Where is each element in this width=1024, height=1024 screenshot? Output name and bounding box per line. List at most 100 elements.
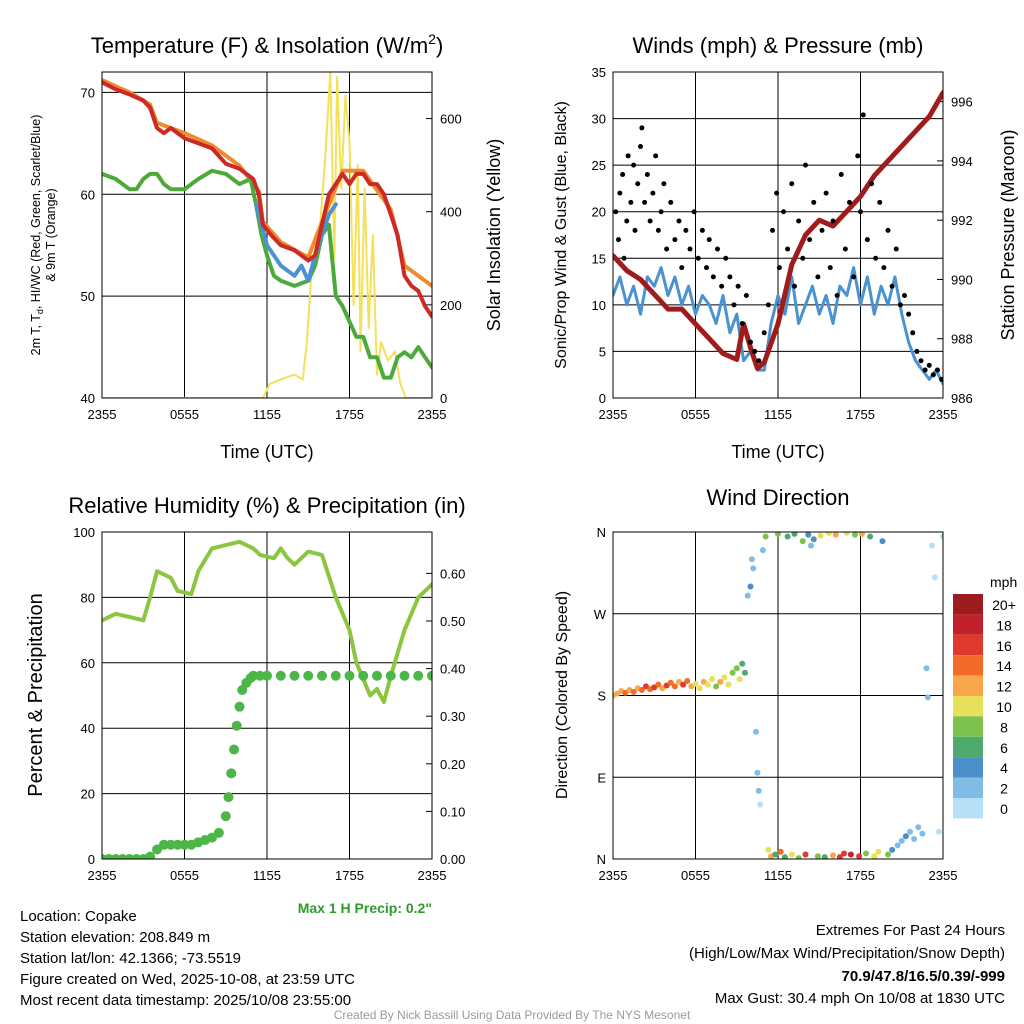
wind-direction-point bbox=[788, 851, 795, 858]
temperature-y-tick-label: 70 bbox=[81, 85, 95, 100]
humidity-plot: 2355 0555 1155 1755 23550204060801000.000.10… bbox=[73, 525, 465, 883]
humidity-y-tick-label: 20 bbox=[81, 787, 95, 802]
wind-direction-data bbox=[613, 532, 943, 859]
humidity-panel-title: Relative Humidity (%) & Precipitation (i… bbox=[68, 493, 465, 518]
speed-colorbar: 20+ 18 16 14 12 10 8 6 4 2 0 bbox=[953, 594, 1016, 819]
gust-point bbox=[761, 330, 767, 336]
gust-point bbox=[803, 162, 808, 168]
temperature-data bbox=[102, 72, 432, 398]
wind-direction-point bbox=[725, 681, 732, 688]
winds-x-tick-label: 0555 bbox=[681, 407, 710, 422]
wind-direction-point bbox=[821, 854, 828, 859]
wind-direction-point bbox=[814, 853, 821, 859]
wind-direction-x-tick-label: 2355 bbox=[599, 868, 628, 883]
winds-y-tick-label: 25 bbox=[592, 158, 606, 173]
gust-point bbox=[800, 255, 806, 261]
precipitation-point bbox=[255, 670, 266, 681]
wind-direction-y-tick-label: N bbox=[597, 852, 606, 867]
humidity-y-axis-label: Percent & Precipitation bbox=[25, 593, 47, 796]
wind-direction-point bbox=[747, 583, 754, 590]
colorbar-label: 14 bbox=[996, 658, 1012, 674]
wind-direction-point bbox=[755, 787, 762, 794]
direction-y-axis-label: Direction (Colored By Speed) bbox=[554, 591, 571, 799]
gust-point bbox=[647, 218, 653, 224]
wind-direction-point bbox=[924, 694, 931, 701]
gust-point bbox=[893, 246, 899, 252]
gust-point bbox=[625, 153, 631, 159]
gust-point bbox=[922, 367, 928, 373]
winds-x-tick-label: 2355 bbox=[599, 407, 628, 422]
gust-point bbox=[661, 181, 667, 187]
precipitation-point bbox=[303, 670, 314, 681]
wind-direction-point bbox=[935, 828, 942, 835]
colorbar-swatch bbox=[953, 757, 983, 778]
gust-point bbox=[658, 209, 664, 215]
gust-point bbox=[676, 218, 682, 224]
wind-direction-point bbox=[753, 728, 759, 735]
wind-direction-point bbox=[777, 848, 784, 855]
gust-point bbox=[873, 255, 879, 261]
humidity-y2-tick-label: 0.10 bbox=[440, 804, 465, 819]
gust-point bbox=[628, 199, 634, 205]
humidity-y2-tick-label: 0.20 bbox=[440, 757, 465, 772]
precipitation-point bbox=[158, 839, 169, 850]
gust-point bbox=[723, 255, 729, 261]
gust-point bbox=[704, 265, 709, 271]
gust-point bbox=[902, 293, 907, 299]
wind-direction-point bbox=[692, 680, 699, 687]
temperature-y2-tick-label: 0 bbox=[440, 391, 447, 406]
temperature-frame bbox=[101, 71, 433, 399]
wind-direction-point bbox=[655, 681, 662, 688]
insolation-y-axis-label: Solar Insolation (Yellow) bbox=[484, 139, 504, 331]
gust-point bbox=[889, 283, 895, 289]
temperature-x-tick-label: 2355 bbox=[88, 407, 117, 422]
gust-point bbox=[770, 227, 775, 233]
gust-point bbox=[731, 302, 737, 308]
gust-point bbox=[834, 293, 840, 299]
temperature-y-tick-label: 50 bbox=[81, 289, 95, 304]
gust-point bbox=[935, 367, 940, 373]
created-text: Figure created on Wed, 2025-10-08, at 23… bbox=[20, 971, 355, 988]
wind-direction-point bbox=[832, 532, 839, 538]
sonic-prop-wind-line bbox=[613, 266, 943, 386]
gust-point bbox=[939, 376, 943, 382]
gust-point bbox=[650, 190, 656, 196]
gust-point bbox=[885, 227, 891, 233]
precipitation-point bbox=[399, 670, 410, 681]
wind-direction-point bbox=[729, 669, 736, 676]
gust-point bbox=[706, 237, 712, 243]
gust-point bbox=[847, 199, 852, 205]
gust-point bbox=[881, 265, 887, 271]
temperature-y-axis-label-line2: & 9m T (Orange) bbox=[44, 188, 58, 281]
wind-direction-point bbox=[733, 665, 740, 672]
gust-point bbox=[785, 246, 791, 252]
gust-point bbox=[664, 246, 670, 252]
gust-point bbox=[930, 372, 936, 378]
wind-direction-point bbox=[802, 851, 809, 858]
wind-direction-point bbox=[863, 850, 869, 857]
winds-y-tick-label: 20 bbox=[592, 205, 606, 220]
wind-direction-point bbox=[680, 681, 687, 688]
gust-point bbox=[851, 274, 857, 280]
gust-point bbox=[635, 181, 641, 187]
wind-direction-point bbox=[717, 678, 724, 685]
gust-point bbox=[715, 246, 720, 252]
gust-point bbox=[719, 283, 725, 289]
wind-direction-point bbox=[772, 851, 779, 858]
wind-direction-point bbox=[911, 836, 918, 843]
temperature-y2-tick-label: 400 bbox=[440, 205, 462, 220]
winds-y2-tick-label: 988 bbox=[951, 332, 973, 347]
precipitation-point bbox=[413, 670, 424, 681]
gust-point bbox=[710, 274, 716, 280]
colorbar-label: 4 bbox=[1000, 760, 1008, 776]
winds-y2-tick-label: 990 bbox=[951, 272, 973, 287]
precipitation-point bbox=[165, 839, 176, 850]
wind-direction-point bbox=[671, 683, 678, 690]
temperature-y-axis-label: 2m T, Td, HI/WC (Red, Green, Scarlet/Blu… bbox=[29, 115, 45, 356]
winds-x-tick-label: 2355 bbox=[929, 407, 958, 422]
precipitation-point bbox=[330, 670, 341, 681]
gust-point bbox=[752, 348, 758, 354]
winds-y-tick-label: 10 bbox=[592, 298, 606, 313]
wind-direction-point bbox=[713, 683, 720, 690]
